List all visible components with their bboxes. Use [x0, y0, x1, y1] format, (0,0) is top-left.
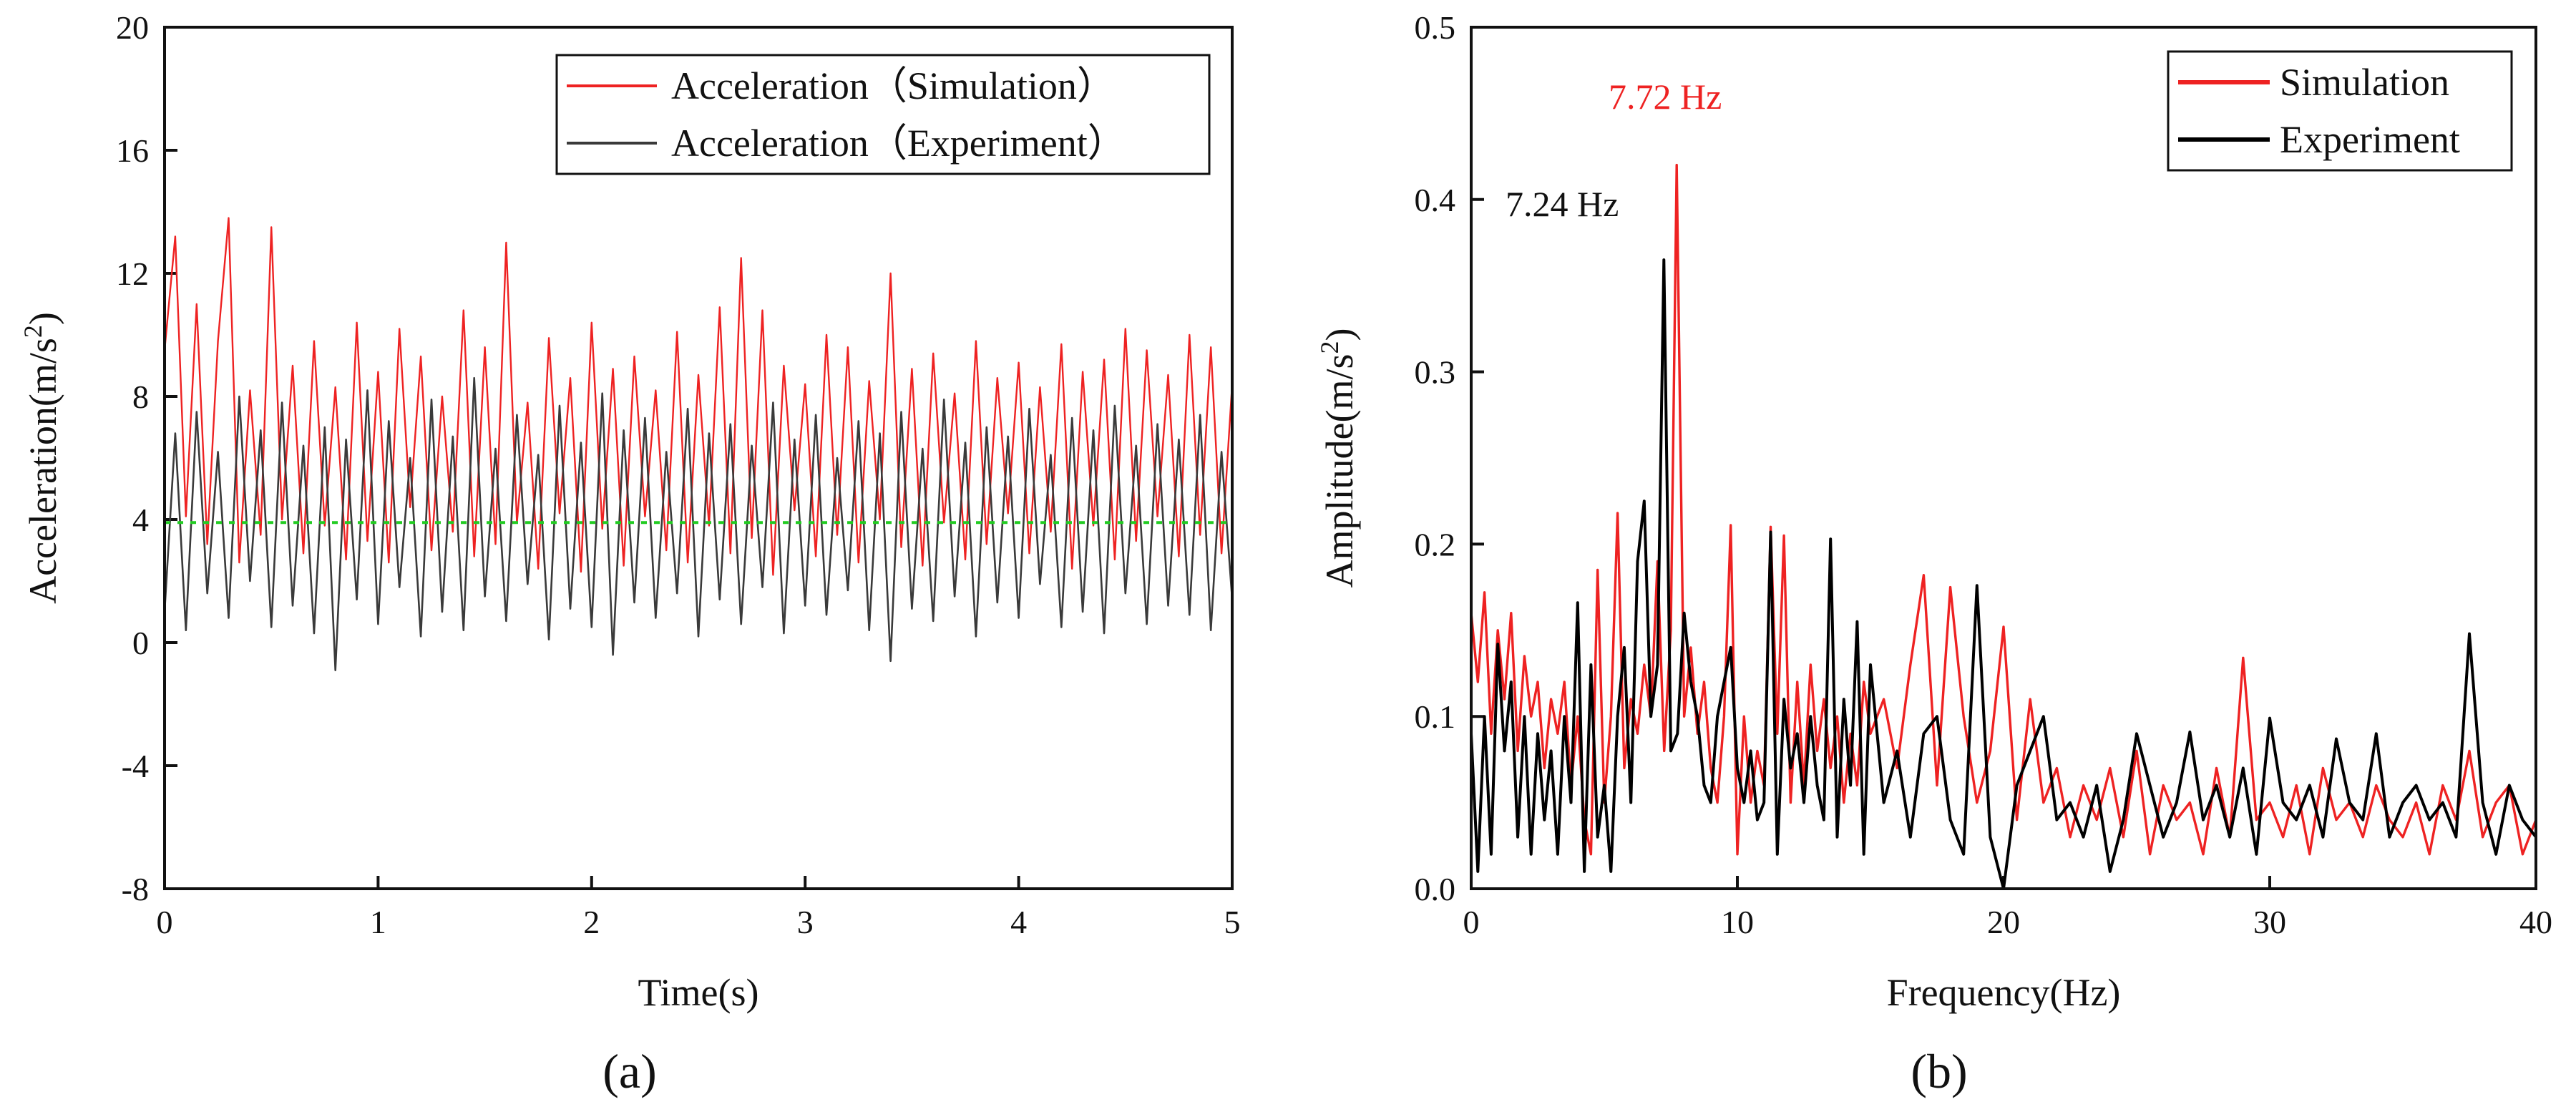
chart-a-legend: Acceleration（Simulation） Acceleration（Ex… [555, 54, 1211, 175]
chart-b-legend-box [2167, 50, 2513, 172]
chart-a-xlabel: Time(s) [638, 971, 758, 1014]
chart-a-frame [163, 26, 1234, 890]
chart-b-legend-label-experiment: Experiment [2280, 118, 2460, 161]
chart-b-xtick-label: 10 [1721, 904, 1754, 940]
chart-a-xtick-label: 2 [583, 904, 600, 940]
chart-b-xtick-label: 0 [1463, 904, 1480, 940]
chart-a-ytick-label: 8 [132, 379, 149, 415]
chart-b-ytick-label: 0.2 [1415, 526, 1456, 562]
chart-a-ytick-label: 12 [116, 255, 149, 292]
chart-a-ytick-label: 4 [132, 502, 149, 538]
chart-a-legend-box [555, 54, 1211, 175]
chart-a-ytick-label: 16 [116, 132, 149, 169]
chart-a-ytick-label: -8 [122, 871, 149, 907]
chart-a-xtick-label: 5 [1224, 904, 1241, 940]
chart-b-annotation-simulation-peak: 7.72 Hz [1609, 77, 1722, 117]
chart-a-xtick-label: 4 [1010, 904, 1027, 940]
chart-b-xlabel: Frequency(Hz) [1887, 971, 2121, 1014]
chart-b-legend-label-simulation: Simulation [2280, 61, 2449, 104]
chart-a-legend-label-simulation: Acceleration（Simulation） [671, 64, 1116, 107]
panel-label-a: (a) [602, 1044, 656, 1098]
chart-b-ytick-label: 0.1 [1415, 698, 1456, 735]
chart-a-ylabel: Acceleration(m/s2) [19, 312, 64, 604]
chart-a-xtick-label: 3 [797, 904, 814, 940]
chart-b-ytick-label: 0.5 [1415, 9, 1456, 46]
chart-b-xtick-label: 30 [2253, 904, 2286, 940]
chart-a-ytick-label: 0 [132, 625, 149, 661]
chart-a-xtick-label: 1 [370, 904, 386, 940]
chart-b-ytick-label: 0.3 [1415, 354, 1456, 391]
chart-a-legend-label-experiment: Acceleration（Experiment） [671, 122, 1126, 165]
chart-b-ytick-label: 0.0 [1415, 871, 1456, 907]
chart-a-series-acceleration-experiment [165, 376, 1232, 672]
panel-label-b: (b) [1911, 1044, 1967, 1098]
chart-a-series-group [165, 217, 1232, 672]
chart-b-legend: Simulation Experiment [2167, 50, 2513, 172]
chart-b-series-experiment [1471, 258, 2536, 889]
chart-b: 0 10 20 30 40 0.0 0.1 0.2 0.3 0.4 0.5 Amplitude(m/… [1315, 9, 2552, 1098]
chart-a-ytick-label: -4 [122, 748, 149, 784]
chart-b-ylabel: Amplitude(m/s2) [1315, 328, 1361, 588]
chart-a-xtick-label: 0 [157, 904, 173, 940]
chart-b-series-simulation [1471, 163, 2536, 856]
chart-b-xtick-label: 40 [2519, 904, 2552, 940]
chart-b-frame [1470, 26, 2537, 890]
chart-b-series-group [1471, 163, 2536, 889]
chart-b-ytick-label: 0.4 [1415, 182, 1456, 218]
chart-b-xtick-label: 20 [1987, 904, 2020, 940]
chart-a-ytick-label: 20 [116, 9, 149, 46]
chart-b-annotation-experiment-peak: 7.24 Hz [1506, 184, 1619, 224]
